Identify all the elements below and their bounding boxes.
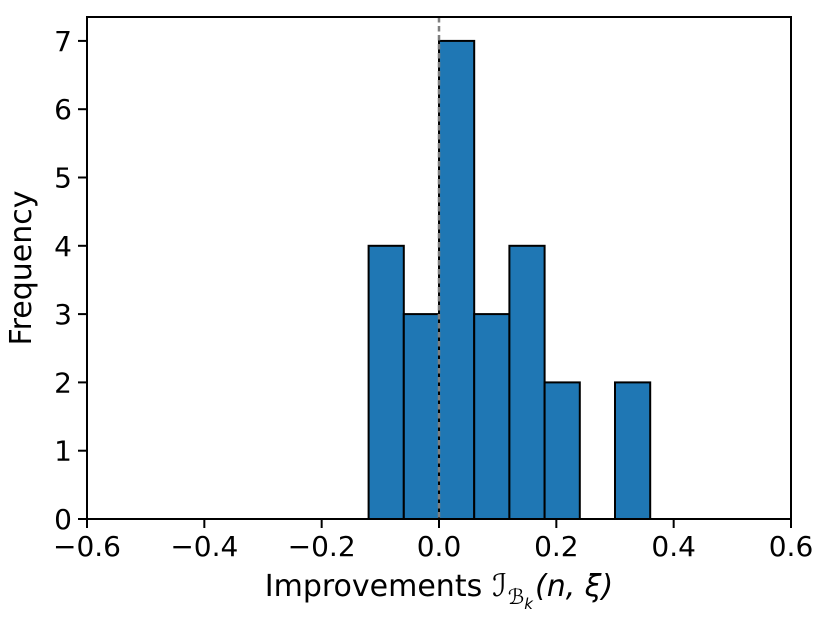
histogram-bar <box>438 39 476 521</box>
x-axis-label-args: (n, ξ) <box>535 569 613 604</box>
x-tick-label: 0.4 <box>651 530 696 563</box>
x-tick-label: 0.0 <box>417 530 462 563</box>
histogram-bar <box>614 381 652 520</box>
x-tick-label: 0.6 <box>769 530 814 563</box>
y-axis-label: Frequency <box>4 191 39 346</box>
y-tick-label: 7 <box>54 25 72 58</box>
y-tick-label: 0 <box>54 503 72 536</box>
histogram-bar <box>543 381 581 520</box>
bars-group <box>367 39 652 521</box>
x-tick-label: −0.6 <box>53 530 121 563</box>
x-tick-label: −0.2 <box>288 530 356 563</box>
histogram-bar <box>508 244 546 521</box>
x-tick-label: −0.4 <box>170 530 238 563</box>
script-B-subscript: ℬ <box>508 585 525 609</box>
y-tick-label: 5 <box>54 162 72 195</box>
y-tick-label: 2 <box>54 366 72 399</box>
y-tick-label: 4 <box>54 230 72 263</box>
y-axis-ticks: 0 1 2 3 4 5 6 7 <box>54 25 87 536</box>
x-axis-ticks: −0.6 −0.4 −0.2 0.0 0.2 0.4 0.6 <box>53 519 813 563</box>
histogram-bar <box>402 313 440 520</box>
y-tick-label: 3 <box>54 298 72 331</box>
k-subscript: k <box>524 595 534 613</box>
script-I-symbol: ℐ <box>492 568 507 604</box>
y-tick-label: 1 <box>54 435 72 468</box>
histogram-bar <box>367 244 405 521</box>
x-axis-label: Improvements ℐℬk(n, ξ) <box>265 568 613 613</box>
histogram-bar <box>473 313 511 520</box>
y-tick-label: 6 <box>54 93 72 126</box>
x-tick-label: 0.2 <box>534 530 579 563</box>
x-axis-label-text: Improvements <box>265 569 482 604</box>
